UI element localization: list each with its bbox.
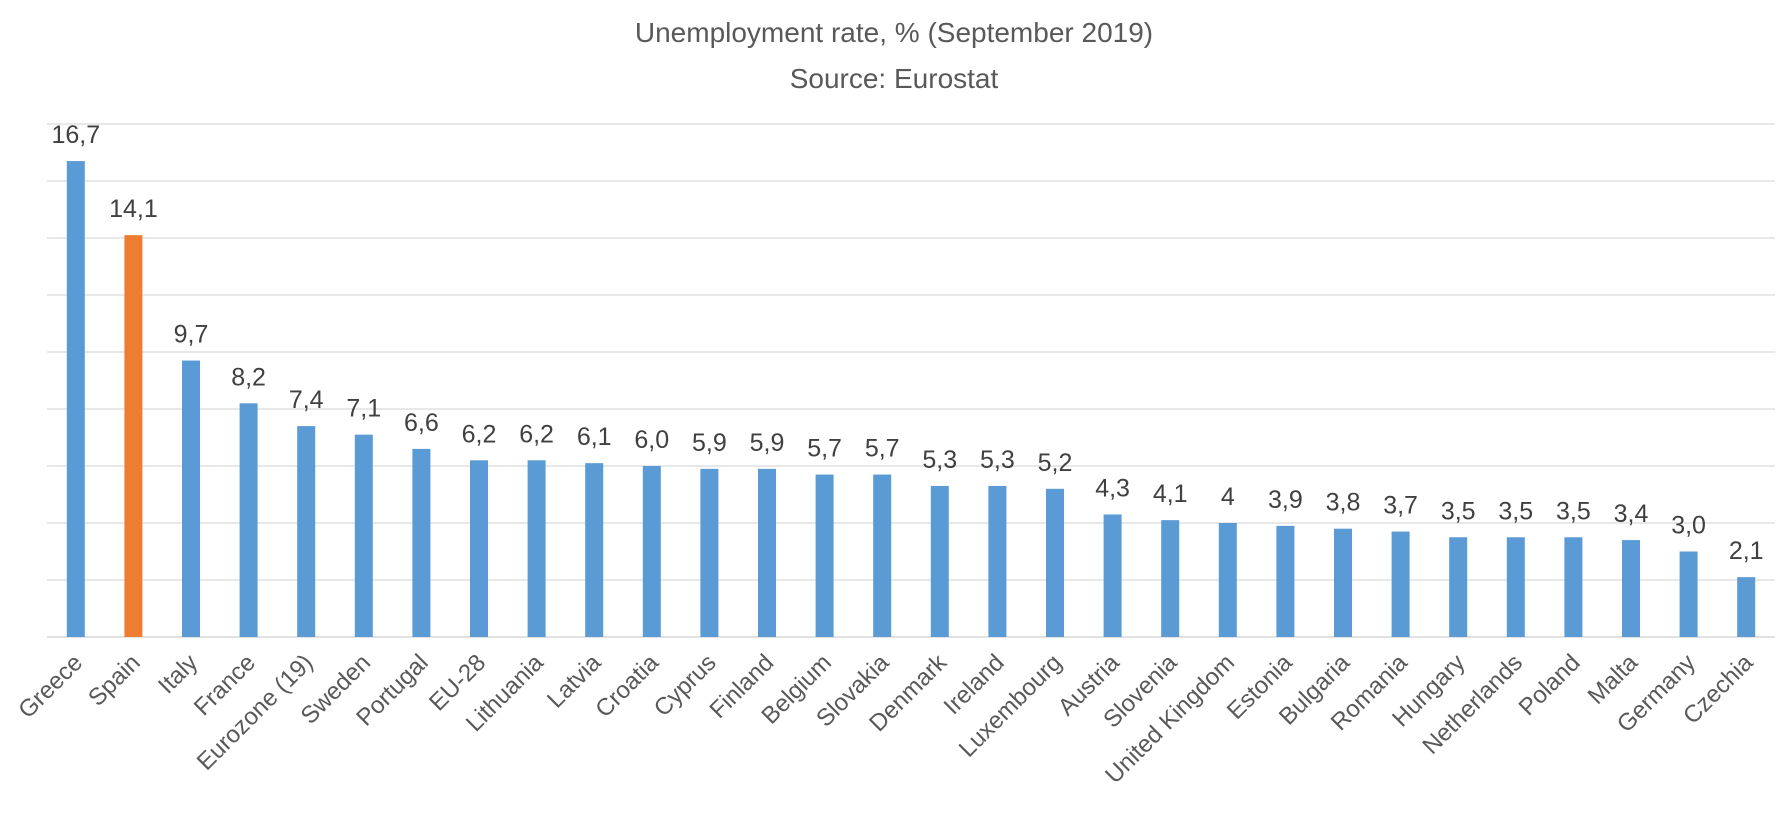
bar-netherlands bbox=[1506, 537, 1525, 637]
bar-spain bbox=[124, 235, 143, 637]
bar-slovakia bbox=[873, 474, 892, 637]
data-label: 5,9 bbox=[750, 429, 785, 457]
data-label: 6,2 bbox=[519, 420, 554, 448]
data-label: 5,9 bbox=[692, 429, 727, 457]
data-label: 6,1 bbox=[577, 423, 612, 451]
data-label: 3,4 bbox=[1614, 500, 1649, 528]
data-labels: 16,7 14,1 9,7 8,2 7,4 7,1 6,6 6,2 6,2 6,1 6,0 5,9 5,… bbox=[51, 121, 1763, 565]
bar-italy bbox=[182, 360, 200, 637]
data-label: 6,2 bbox=[462, 420, 497, 448]
category-label: Spain bbox=[83, 649, 146, 712]
data-label: 14,1 bbox=[109, 195, 158, 223]
category-label: Greece bbox=[13, 649, 88, 724]
data-label: 2,1 bbox=[1729, 537, 1764, 565]
bar-ireland bbox=[988, 485, 1007, 637]
bar-finland bbox=[758, 468, 776, 637]
bar-luxembourg bbox=[1046, 488, 1064, 637]
data-label: 3,8 bbox=[1326, 489, 1361, 517]
data-label: 4 bbox=[1221, 483, 1235, 511]
data-label: 6,6 bbox=[404, 409, 439, 437]
data-label: 6,0 bbox=[634, 426, 669, 454]
bar-malta bbox=[1622, 540, 1640, 637]
bar-france bbox=[239, 403, 258, 637]
bar-germany bbox=[1679, 551, 1698, 637]
bar-croatia bbox=[642, 466, 661, 637]
data-label: 3,5 bbox=[1498, 497, 1533, 525]
data-label: 4,3 bbox=[1095, 474, 1130, 502]
category-label: Croatia bbox=[590, 649, 664, 723]
bar-austria bbox=[1103, 514, 1122, 637]
data-label: 5,3 bbox=[922, 446, 957, 474]
bar-sweden bbox=[354, 434, 373, 637]
bar-slovenia bbox=[1161, 520, 1180, 637]
chart-subtitle: Source: Eurostat bbox=[790, 63, 999, 94]
data-label: 5,7 bbox=[807, 435, 842, 463]
data-label: 3,5 bbox=[1441, 497, 1476, 525]
bar-greece bbox=[66, 161, 85, 638]
data-label: 3,7 bbox=[1383, 492, 1418, 520]
data-label: 7,1 bbox=[346, 395, 381, 423]
bar-hungary bbox=[1449, 537, 1468, 637]
data-label: 8,2 bbox=[231, 363, 266, 391]
bar-czechia bbox=[1737, 577, 1756, 637]
bar-belgium bbox=[815, 474, 834, 637]
bar-lithuania bbox=[527, 460, 546, 637]
data-label: 4,1 bbox=[1153, 480, 1188, 508]
data-label: 3,9 bbox=[1268, 486, 1303, 514]
bar-eu-28 bbox=[470, 460, 488, 637]
data-label: 3,5 bbox=[1556, 497, 1591, 525]
bars bbox=[66, 161, 1756, 638]
data-label: 5,7 bbox=[865, 435, 900, 463]
data-label: 3,0 bbox=[1671, 512, 1706, 540]
data-label: 7,4 bbox=[289, 386, 324, 414]
bar-cyprus bbox=[700, 468, 719, 637]
bar-portugal bbox=[412, 448, 431, 637]
gridlines bbox=[47, 123, 1775, 638]
bar-estonia bbox=[1276, 525, 1295, 637]
data-label: 9,7 bbox=[174, 321, 209, 349]
bar-latvia bbox=[585, 463, 604, 637]
bar-bulgaria bbox=[1334, 528, 1352, 637]
data-label: 16,7 bbox=[51, 121, 100, 149]
chart-title: Unemployment rate, % (September 2019) bbox=[635, 17, 1153, 48]
bar-denmark bbox=[930, 485, 949, 637]
bar-eurozone-19- bbox=[297, 426, 316, 637]
data-label: 5,2 bbox=[1038, 449, 1073, 477]
bar-romania bbox=[1391, 531, 1410, 637]
data-label: 5,3 bbox=[980, 446, 1015, 474]
bar-united-kingdom bbox=[1218, 523, 1237, 637]
bar-poland bbox=[1564, 537, 1583, 637]
category-label: Italy bbox=[153, 649, 203, 699]
category-label: Poland bbox=[1514, 649, 1586, 721]
